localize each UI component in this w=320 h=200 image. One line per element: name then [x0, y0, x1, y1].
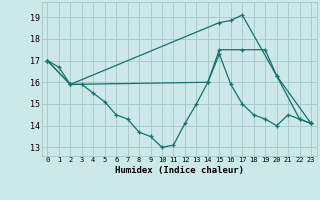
X-axis label: Humidex (Indice chaleur): Humidex (Indice chaleur) [115, 166, 244, 175]
